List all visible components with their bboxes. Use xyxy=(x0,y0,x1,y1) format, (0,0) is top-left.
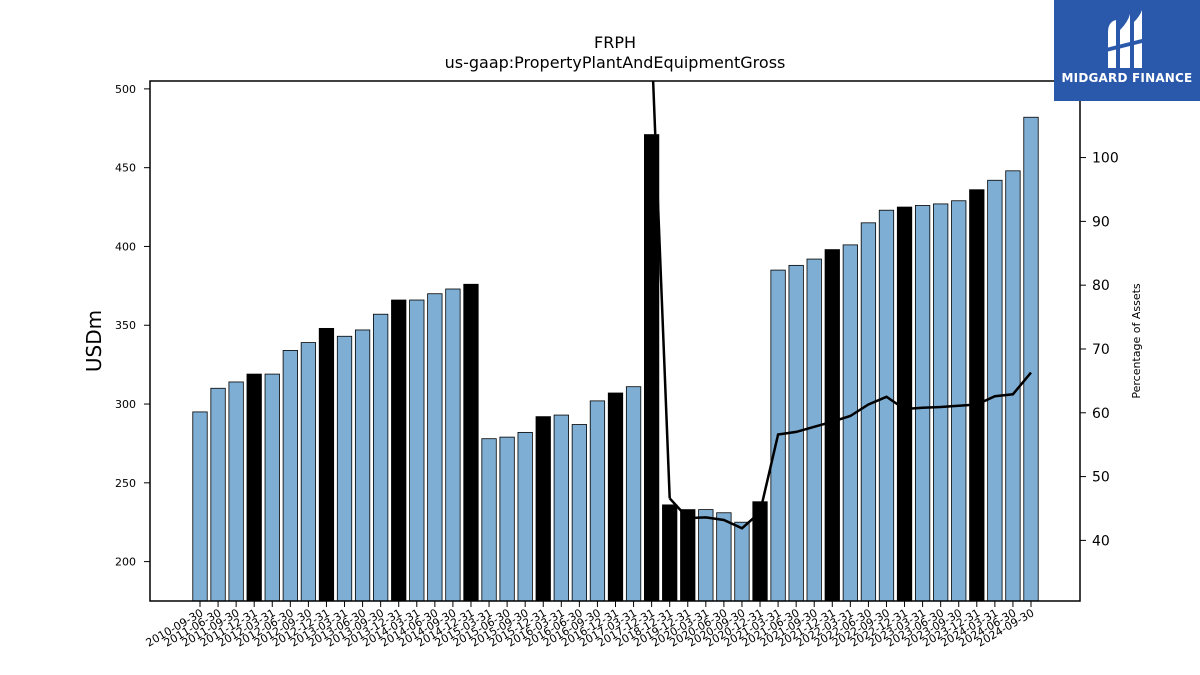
y-axis-right: 40 50 60 70 80 90 100 xyxy=(1080,151,1119,549)
bar xyxy=(914,205,931,601)
bar xyxy=(571,424,587,601)
y2-tick-label: 50 xyxy=(1092,470,1110,486)
line-segment-upper xyxy=(651,81,671,499)
y-tick-label: 300 xyxy=(115,398,136,411)
bar xyxy=(210,387,226,601)
midgard-logo-icon xyxy=(1106,10,1146,68)
bar xyxy=(951,200,967,601)
y2-tick-label: 40 xyxy=(1092,533,1110,549)
y2-tick-label: 80 xyxy=(1092,278,1110,294)
bar xyxy=(228,381,244,601)
y-tick-label: 500 xyxy=(115,83,136,96)
y-tick-label: 350 xyxy=(115,319,136,332)
bar xyxy=(878,209,895,601)
midgard-logo: MIDGARD FINANCE xyxy=(1054,0,1200,101)
bar xyxy=(192,411,208,601)
y-tick-label: 450 xyxy=(115,162,136,175)
x-axis: 2010-09-302011-06-302011-09-302011-12-31… xyxy=(144,601,1037,650)
bar xyxy=(300,342,317,601)
bar xyxy=(246,373,262,601)
bar xyxy=(354,329,371,601)
bar xyxy=(752,501,768,601)
bar xyxy=(1023,116,1039,601)
y2-tick-label: 90 xyxy=(1092,214,1110,230)
bar xyxy=(517,431,533,601)
bar xyxy=(698,509,714,601)
bar xyxy=(860,222,877,601)
bar xyxy=(553,414,569,601)
bar xyxy=(607,392,624,601)
y2-tick-label: 100 xyxy=(1092,151,1119,167)
bar xyxy=(1005,170,1021,601)
bar xyxy=(463,283,479,601)
bar xyxy=(625,386,642,601)
bar xyxy=(644,134,660,601)
bar xyxy=(589,400,606,601)
bar xyxy=(409,299,425,601)
y-tick-label: 400 xyxy=(115,240,136,253)
bar xyxy=(391,299,407,601)
bar xyxy=(842,244,858,601)
bar xyxy=(499,436,515,601)
y-axis-left: 200 250 300 350 400 450 500 xyxy=(115,83,150,569)
bar xyxy=(481,438,497,601)
bar xyxy=(680,509,696,601)
bar xyxy=(318,327,335,601)
bar xyxy=(987,179,1003,601)
bar xyxy=(806,258,822,601)
y-axis-label: USDm xyxy=(82,310,106,372)
bar xyxy=(896,206,913,601)
y-tick-label: 200 xyxy=(115,556,136,569)
y2-tick-label: 70 xyxy=(1092,342,1110,358)
bar xyxy=(824,249,840,601)
bar xyxy=(427,293,443,601)
bar xyxy=(373,313,389,601)
bar xyxy=(282,350,298,601)
bar xyxy=(336,335,353,601)
logo-text: MIDGARD FINANCE xyxy=(1061,71,1193,85)
bar xyxy=(445,288,461,601)
y-tick-label: 250 xyxy=(115,477,136,490)
bar xyxy=(933,203,949,601)
line-series xyxy=(651,81,1032,530)
bar xyxy=(264,373,280,601)
bar xyxy=(662,504,678,601)
chart-subtitle: us-gaap:PropertyPlantAndEquipmentGross xyxy=(445,53,786,72)
bar xyxy=(716,512,732,601)
bar-series xyxy=(192,116,1039,601)
bar xyxy=(969,189,985,601)
y2-tick-label: 60 xyxy=(1092,406,1110,422)
chart-title: FRPH xyxy=(594,33,636,52)
bar xyxy=(535,416,551,601)
bar xyxy=(734,521,750,601)
y2-axis-label: Percentage of Assets xyxy=(1130,283,1143,399)
line-path xyxy=(668,371,1032,530)
